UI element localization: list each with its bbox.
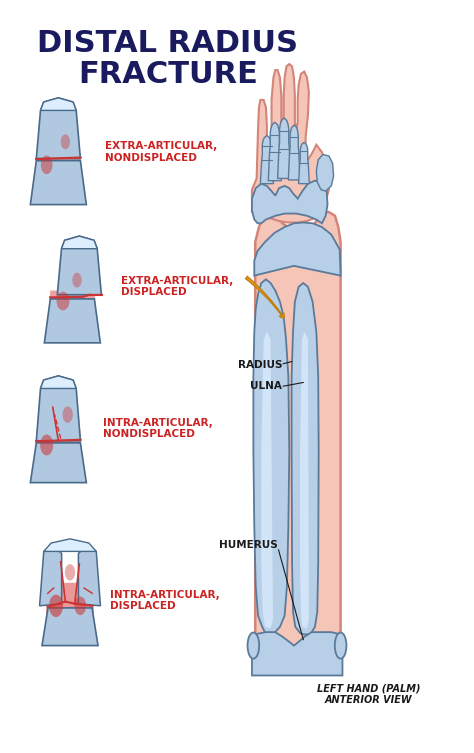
Polygon shape (316, 154, 334, 191)
Ellipse shape (61, 134, 70, 149)
Polygon shape (30, 443, 86, 483)
Polygon shape (254, 223, 341, 276)
Text: HUMERUS: HUMERUS (219, 540, 278, 550)
Ellipse shape (41, 155, 53, 174)
Polygon shape (292, 283, 319, 634)
Polygon shape (44, 539, 96, 551)
Ellipse shape (56, 291, 70, 310)
Polygon shape (35, 430, 82, 453)
Polygon shape (268, 122, 282, 181)
Ellipse shape (65, 564, 75, 581)
Polygon shape (57, 236, 101, 294)
Polygon shape (30, 160, 86, 205)
Polygon shape (299, 142, 310, 184)
Polygon shape (40, 376, 76, 389)
Polygon shape (46, 583, 94, 620)
Polygon shape (40, 98, 76, 111)
Text: INTRA-ARTICULAR,
NONDISPLACED: INTRA-ARTICULAR, NONDISPLACED (103, 418, 212, 439)
Ellipse shape (74, 596, 86, 615)
Polygon shape (300, 331, 309, 629)
Polygon shape (36, 376, 81, 441)
Polygon shape (252, 632, 342, 675)
Polygon shape (39, 545, 62, 606)
Polygon shape (36, 98, 81, 159)
Polygon shape (260, 136, 273, 184)
Polygon shape (49, 291, 95, 306)
Text: ULNA: ULNA (250, 381, 283, 392)
Ellipse shape (63, 407, 73, 423)
Ellipse shape (73, 273, 82, 288)
Polygon shape (252, 181, 328, 224)
Polygon shape (252, 64, 329, 223)
Ellipse shape (49, 595, 63, 617)
Polygon shape (45, 299, 100, 343)
Polygon shape (78, 545, 100, 606)
Text: LEFT HAND (PALM)
ANTERIOR VIEW: LEFT HAND (PALM) ANTERIOR VIEW (317, 684, 420, 706)
Text: EXTRA-ARTICULAR,
NONDISPLACED: EXTRA-ARTICULAR, NONDISPLACED (105, 141, 217, 163)
Text: RADIUS: RADIUS (238, 360, 283, 370)
Polygon shape (288, 125, 300, 180)
Text: INTRA-ARTICULAR,
DISPLACED: INTRA-ARTICULAR, DISPLACED (109, 590, 219, 611)
Ellipse shape (247, 633, 259, 659)
Polygon shape (261, 331, 273, 629)
Ellipse shape (335, 633, 346, 659)
Text: EXTRA-ARTICULAR,
DISPLACED: EXTRA-ARTICULAR, DISPLACED (121, 276, 234, 297)
Polygon shape (254, 279, 289, 634)
Polygon shape (62, 236, 97, 248)
Text: DISTAL RADIUS
FRACTURE: DISTAL RADIUS FRACTURE (37, 29, 299, 90)
Polygon shape (278, 118, 291, 178)
Ellipse shape (40, 434, 53, 456)
Polygon shape (255, 212, 341, 653)
Polygon shape (35, 154, 82, 168)
Polygon shape (42, 608, 98, 645)
